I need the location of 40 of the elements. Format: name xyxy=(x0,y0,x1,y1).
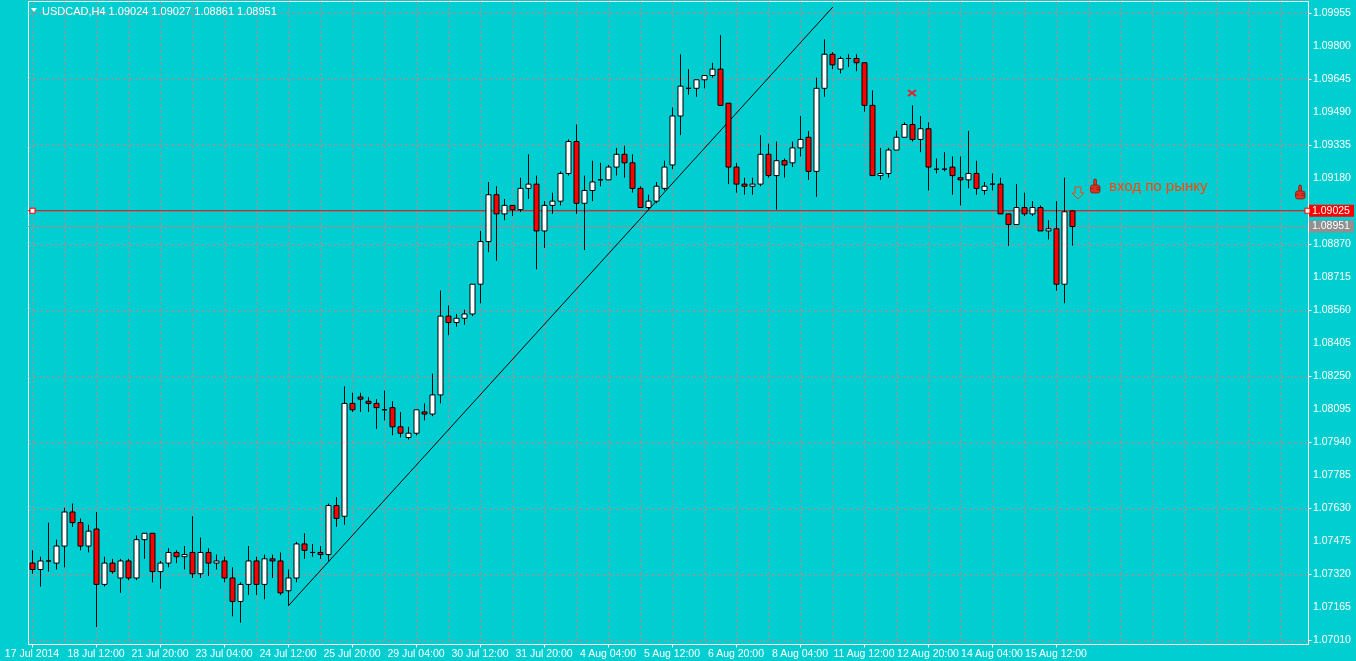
x-tick-label: 18 Jul 12:00 xyxy=(67,646,125,659)
y-tick-label: 1.09335 xyxy=(1313,137,1352,150)
x-tick-label: 12 Aug 20:00 xyxy=(897,646,960,659)
y-tick-label: 1.08405 xyxy=(1313,335,1352,348)
y-tick-label: 1.08095 xyxy=(1313,401,1352,414)
y-tick-label: 1.08560 xyxy=(1313,302,1352,315)
x-tick-label: 15 Aug 12:00 xyxy=(1025,646,1088,659)
ref-line-label: 1.09025 xyxy=(1312,203,1351,216)
y-tick-label: 1.07630 xyxy=(1313,500,1352,513)
y-tick-label: 1.09490 xyxy=(1313,104,1352,117)
x-tick-label: 5 Aug 12:00 xyxy=(643,646,701,659)
chart-title: USDCAD,H4 1.09024 1.09027 1.08861 1.08951 xyxy=(42,5,277,17)
x-tick-label: 25 Jul 20:00 xyxy=(323,646,381,659)
y-tick-label: 1.08870 xyxy=(1313,236,1352,249)
y-tick-label: 1.09645 xyxy=(1313,71,1352,84)
x-tick-label: 14 Aug 04:00 xyxy=(961,646,1024,659)
x-tick-label: 6 Aug 20:00 xyxy=(707,646,765,659)
x-tick-label: 11 Aug 12:00 xyxy=(833,646,895,659)
x-tick-label: 4 Aug 04:00 xyxy=(579,646,637,659)
y-tick-label: 1.07785 xyxy=(1313,467,1352,480)
ref-line-label: 1.08951 xyxy=(1312,219,1351,232)
x-tick-label: 8 Aug 04:00 xyxy=(771,646,829,659)
annotation: вход по рынку xyxy=(1109,177,1208,194)
y-tick-label: 1.07010 xyxy=(1313,632,1352,645)
y-tick-label: 1.07320 xyxy=(1313,566,1352,579)
y-tick-label: 1.09180 xyxy=(1313,170,1352,183)
x-tick-label: 23 Jul 04:00 xyxy=(195,646,253,659)
y-tick-label: 1.07940 xyxy=(1313,434,1352,447)
x-tick-label: 30 Jul 12:00 xyxy=(451,646,509,659)
y-tick-label: 1.07475 xyxy=(1313,533,1352,546)
x-tick-label: 21 Jul 20:00 xyxy=(131,646,189,659)
x-tick-label: 31 Jul 20:00 xyxy=(515,646,573,659)
x-tick-label: 29 Jul 04:00 xyxy=(387,646,445,659)
y-tick-label: 1.08250 xyxy=(1313,368,1352,381)
y-tick-label: 1.09955 xyxy=(1313,5,1352,18)
y-tick-label: 1.08715 xyxy=(1313,269,1352,282)
y-tick-label: 1.09800 xyxy=(1313,38,1352,51)
x-tick-label: 24 Jul 12:00 xyxy=(259,646,317,659)
y-tick-label: 1.07165 xyxy=(1313,599,1352,612)
x-tick-label: 17 Jul 2014 xyxy=(4,646,60,659)
